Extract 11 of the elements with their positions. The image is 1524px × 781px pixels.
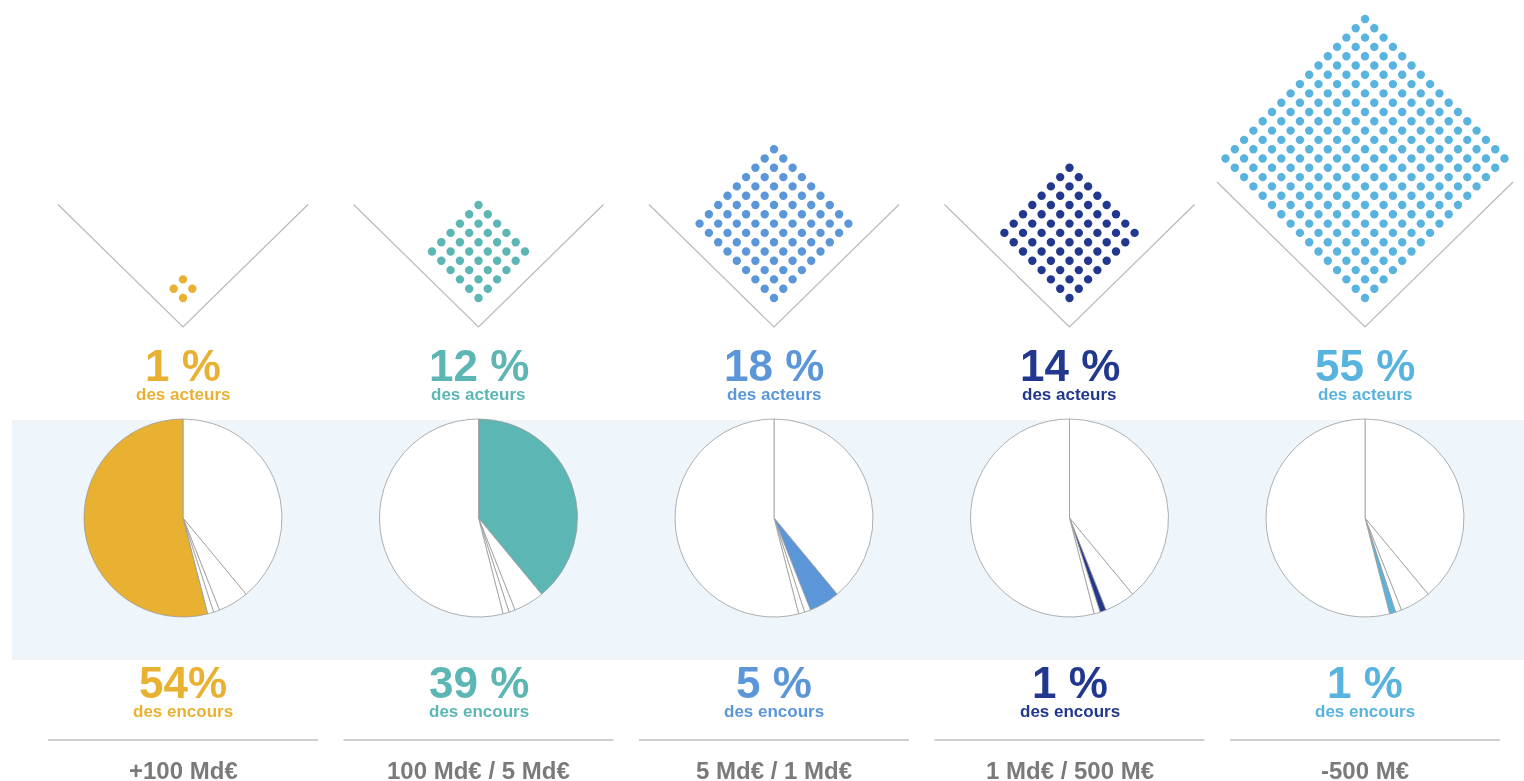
text: 100 Md€ / 5 Md€	[387, 757, 570, 781]
chart-subtitle: des acteurs	[431, 385, 526, 404]
text: 5 Md€ / 1 Md€	[696, 757, 853, 781]
text: 1 Md€ / 500 M€	[986, 757, 1155, 781]
chart-subtitle: des acteurs	[1318, 385, 1413, 404]
text: des encours	[133, 702, 234, 721]
chart-subtitle: des acteurs	[1022, 385, 1117, 404]
text: +100 Md€	[129, 757, 238, 781]
chart-subtitle: des acteurs	[727, 385, 822, 404]
text: -500 M€	[1321, 757, 1410, 781]
text: des encours	[429, 702, 530, 721]
